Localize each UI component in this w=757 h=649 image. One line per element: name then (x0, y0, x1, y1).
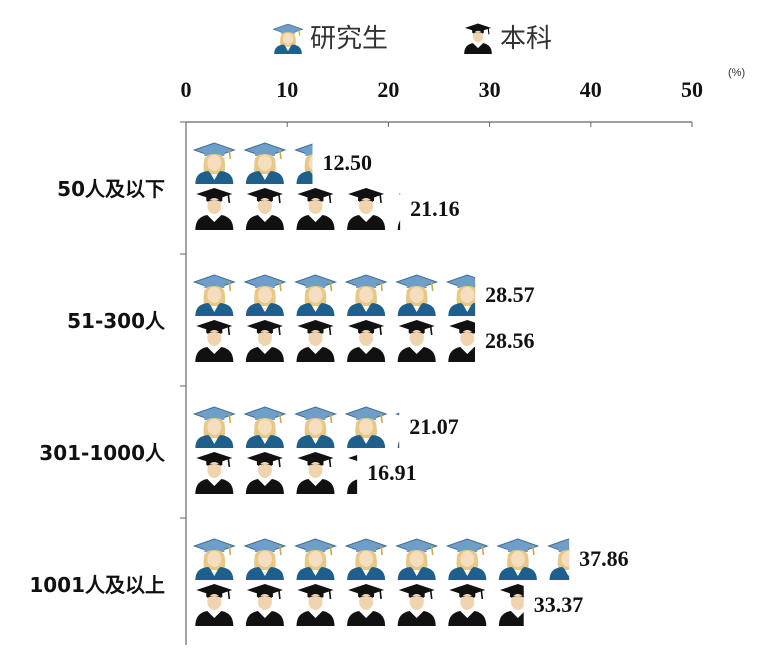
legend: 研究生 本科 (272, 22, 552, 54)
graduate-male-icon (498, 583, 524, 626)
value-label: 12.50 (323, 150, 373, 175)
graduate-female-icon (497, 538, 539, 580)
graduate-male-icon (447, 319, 476, 362)
graduate-female-icon (446, 274, 476, 316)
legend-label-本科: 本科 (500, 24, 552, 54)
graduate-male-icon (194, 187, 235, 230)
graduate-female-icon (395, 538, 438, 580)
graduate-male-icon (245, 319, 285, 362)
pictogram-bars: 12.50 21.16 28.57 28.56 21.07 16.91 37.86 33.37 (193, 142, 629, 626)
bar-本科-1001人及以上 (194, 583, 524, 626)
graduate-male-icon (245, 187, 285, 230)
graduate-male-icon (295, 451, 336, 494)
graduate-male-icon (194, 451, 235, 494)
legend-label-研究生: 研究生 (310, 24, 388, 54)
graduate-female-icon (446, 538, 489, 580)
category-label: 301-1000人 (39, 441, 166, 465)
category-label: 50人及以下 (57, 177, 165, 201)
graduate-female-icon (294, 538, 337, 580)
graduate-male-icon (295, 319, 336, 362)
graduate-female-icon (193, 406, 236, 448)
graduate-male-icon (295, 583, 336, 626)
graduate-female-icon (294, 406, 337, 448)
bar-研究生-50人及以下 (193, 142, 313, 184)
graduate-female-icon (244, 274, 286, 316)
x-tick-label: 10 (276, 77, 298, 102)
x-tick-labels: 0 10 20 30 40 50 (181, 77, 703, 127)
graduate-female-icon (345, 406, 387, 448)
value-label: 28.57 (485, 282, 535, 307)
legend-item-研究生: 研究生 (272, 23, 388, 54)
x-unit-label: (%) (728, 67, 745, 79)
graduate-female-icon (272, 23, 304, 54)
graduate-female-icon (395, 274, 438, 316)
graduate-female-icon (294, 274, 337, 316)
bar-研究生-1001人及以上 (193, 538, 570, 580)
y-axis: 50人及以下 51-300人 301-1000人 1001人及以上 (29, 121, 187, 645)
x-tick-label: 30 (479, 77, 501, 102)
value-label: 21.16 (410, 196, 460, 221)
category-label: 1001人及以上 (29, 573, 165, 597)
graduate-male-icon (245, 583, 285, 626)
value-label: 21.07 (409, 414, 459, 439)
bar-本科-50人及以下 (194, 187, 401, 230)
bar-本科-301-1000人 (194, 451, 358, 494)
graduate-female-icon (345, 274, 387, 316)
graduate-female-icon (244, 142, 286, 184)
graduate-male-icon (396, 319, 437, 362)
value-label: 28.56 (485, 328, 535, 353)
graduate-male-icon (295, 187, 336, 230)
legend-item-本科: 本科 (463, 22, 552, 54)
graduate-male-icon (346, 583, 386, 626)
y-axis-ticks (180, 121, 186, 519)
graduate-male-icon (245, 451, 285, 494)
x-tick-label: 40 (580, 77, 602, 102)
value-label: 37.86 (579, 546, 629, 571)
graduate-female-icon (193, 538, 236, 580)
graduate-male-icon (396, 583, 437, 626)
graduate-male-icon (447, 583, 488, 626)
x-tick-label: 50 (681, 77, 703, 102)
graduate-male-icon (194, 319, 235, 362)
graduate-female-icon (345, 538, 387, 580)
category-label: 51-300人 (67, 309, 166, 333)
graduate-female-icon (193, 142, 236, 184)
value-label: 16.91 (367, 460, 417, 485)
x-axis: 0 10 20 30 40 50 (%) (181, 67, 745, 127)
graduate-male-icon (346, 187, 386, 230)
graduate-male-icon (346, 319, 386, 362)
graduate-male-icon (194, 583, 235, 626)
graduate-male-icon (463, 22, 493, 54)
graduate-female-icon (244, 406, 286, 448)
bar-研究生-301-1000人 (193, 406, 400, 448)
bar-研究生-51-300人 (193, 274, 476, 316)
x-tick-label: 0 (181, 77, 192, 102)
graduate-female-icon (244, 538, 286, 580)
value-label: 33.37 (534, 592, 584, 617)
bar-本科-51-300人 (194, 319, 476, 362)
graduate-female-icon (193, 274, 236, 316)
category-labels: 50人及以下 51-300人 301-1000人 1001人及以上 (29, 177, 166, 597)
x-tick-label: 20 (377, 77, 399, 102)
